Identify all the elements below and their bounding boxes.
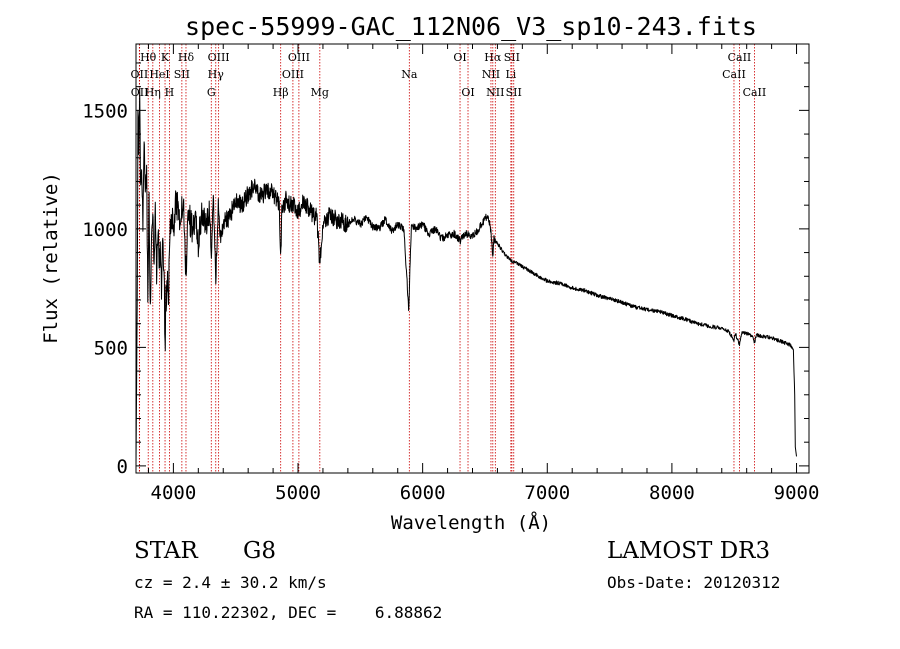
- line-marker-label-0: Hθ: [140, 51, 157, 64]
- x-tick-label-3: 7000: [524, 482, 570, 504]
- line-marker-label-21: NII: [482, 68, 500, 81]
- line-marker-label-8: Hδ: [178, 51, 195, 64]
- line-marker-label-26: CaII: [722, 68, 746, 81]
- line-marker-label-22: Li: [505, 68, 516, 81]
- line-marker-label-6: SII: [174, 68, 190, 81]
- line-marker-label-3: K: [161, 51, 170, 64]
- line-marker-label-5: Hη: [145, 86, 161, 99]
- spectrum-line: [135, 87, 797, 466]
- line-marker-label-12: Hβ: [273, 86, 289, 99]
- line-marker-label-10: Hγ: [208, 68, 225, 81]
- line-marker-label-14: OIII: [282, 68, 304, 81]
- redshift-text: cz = 2.4 ± 30.2 km/s: [134, 573, 327, 592]
- x-tick-label-0: 4000: [151, 482, 197, 504]
- line-marker-label-24: SII: [506, 86, 522, 99]
- line-marker-label-16: Na: [401, 68, 418, 81]
- object-class: STAR: [134, 538, 198, 564]
- spectrum-series: [135, 87, 797, 466]
- y-tick-label-1: 500: [94, 337, 128, 359]
- plot-frame: [135, 43, 810, 474]
- line-marker-label-18: OI: [461, 86, 474, 99]
- line-marker-label-19: Hα: [484, 51, 502, 64]
- x-axis-label: Wavelength (Å): [391, 511, 551, 534]
- y-axis-label: Flux (relative): [40, 172, 62, 344]
- x-tick-label-1: 5000: [275, 482, 321, 504]
- y-tick-label-3: 1500: [82, 100, 128, 122]
- line-marker-label-7: H: [165, 86, 175, 99]
- line-marker-label-23: NII: [486, 86, 504, 99]
- y-tick-label-0: 0: [117, 456, 128, 478]
- obs-date: Obs-Date: 20120312: [607, 573, 781, 592]
- line-marker-label-9: OIII: [208, 51, 230, 64]
- line-marker-label-15: Mg: [311, 86, 329, 99]
- line-marker-label-20: SII: [504, 51, 520, 64]
- x-tick-label-4: 8000: [649, 482, 695, 504]
- coordinates-text: RA = 110.22302, DEC = 6.88862: [134, 603, 443, 622]
- line-marker-label-25: CaII: [728, 51, 752, 64]
- x-tick-label-2: 6000: [400, 482, 446, 504]
- line-marker-label-11: G: [207, 86, 216, 99]
- line-marker-label-27: CaII: [743, 86, 767, 99]
- line-marker-label-17: OI: [453, 51, 466, 64]
- y-tick-label-2: 1000: [82, 219, 128, 241]
- object-subclass: G8: [243, 538, 277, 564]
- line-marker-label-4: HeI: [149, 68, 169, 81]
- chart-title: spec-55999-GAC_112N06_V3_sp10-243.fits: [185, 12, 757, 41]
- survey-name: LAMOST DR3: [607, 538, 771, 564]
- axes: 4000 5000 6000 7000 8000 9000 0 500 1000 1500: [82, 43, 820, 504]
- x-tick-label-5: 9000: [774, 482, 820, 504]
- line-marker-label-13: OIII: [288, 51, 310, 64]
